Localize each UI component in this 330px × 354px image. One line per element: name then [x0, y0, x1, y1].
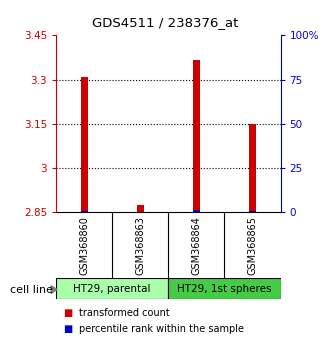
Bar	[81, 211, 87, 212]
Text: percentile rank within the sample: percentile rank within the sample	[79, 324, 244, 333]
Text: GSM368865: GSM368865	[248, 216, 257, 275]
Bar	[249, 125, 256, 212]
Text: GDS4511 / 238376_at: GDS4511 / 238376_at	[92, 16, 238, 29]
Text: transformed count: transformed count	[79, 308, 170, 318]
Text: ■: ■	[63, 324, 72, 333]
Bar	[193, 210, 200, 212]
Text: GSM368863: GSM368863	[135, 216, 145, 275]
Bar	[81, 77, 87, 212]
Text: HT29, 1st spheres: HT29, 1st spheres	[177, 284, 272, 293]
Bar	[249, 211, 256, 212]
Bar	[168, 278, 280, 299]
Bar	[193, 61, 200, 212]
Text: GSM368864: GSM368864	[191, 216, 201, 275]
Text: ■: ■	[63, 308, 72, 318]
Text: cell line: cell line	[10, 285, 53, 295]
Bar	[137, 205, 144, 212]
Text: HT29, parental: HT29, parental	[74, 284, 151, 293]
Bar	[56, 278, 168, 299]
Text: GSM368860: GSM368860	[79, 216, 89, 275]
